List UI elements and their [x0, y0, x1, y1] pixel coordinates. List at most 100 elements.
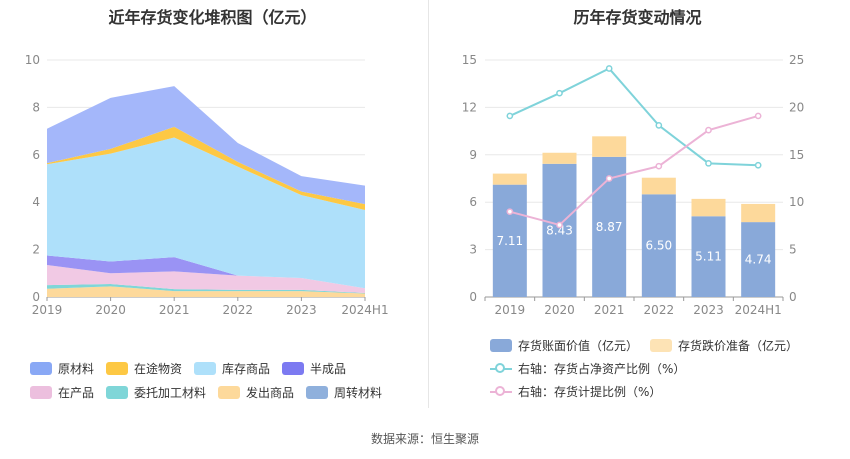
- y-left-tick-label: 6: [469, 195, 477, 209]
- legend-item-semi-finished[interactable]: 半成品: [282, 360, 346, 377]
- legend-item-net-asset-ratio[interactable]: 右轴：存货占净资产比例（%）: [490, 360, 685, 377]
- data-source: 数据来源：恒生聚源: [370, 432, 479, 446]
- bar-data-label: 8.43: [546, 223, 573, 237]
- y-right-tick-label: 20: [789, 100, 804, 114]
- bar-data-label: 6.50: [645, 239, 672, 253]
- legend-label: 存货跌价准备（亿元）: [678, 339, 799, 353]
- line-point: [655, 162, 663, 170]
- y-left-tick-label: 3: [469, 243, 477, 257]
- legend-label: 在途物资: [134, 362, 183, 376]
- legend-swatch: [218, 386, 240, 399]
- legend-item-book-value[interactable]: 存货账面价值（亿元）: [490, 337, 638, 354]
- area-series-在途物资: [47, 126, 365, 211]
- x-tick-label: 2023: [286, 303, 317, 317]
- legend-marker: [490, 362, 512, 376]
- legend-marker: [490, 385, 512, 399]
- legend-label: 周转材料: [334, 386, 383, 400]
- bar-impairment: [741, 203, 776, 223]
- x-tick-label: 2021: [594, 303, 625, 317]
- x-tick-label: 2019: [495, 303, 526, 317]
- legend-item-impairment[interactable]: 存货跌价准备（亿元）: [650, 337, 798, 354]
- legend-swatch: [106, 386, 128, 399]
- line-point: [605, 65, 613, 72]
- y-tick-label: 0: [32, 290, 40, 304]
- line-point: [705, 159, 712, 167]
- y-right-tick-label: 10: [789, 195, 804, 209]
- y-tick-label: 4: [32, 195, 40, 209]
- bar-data-label: 5.11: [695, 250, 722, 264]
- legend-label: 发出商品: [246, 386, 295, 400]
- legend-label: 存货账面价值（亿元）: [518, 339, 639, 353]
- legend-item-consigned-processing[interactable]: 委托加工材料: [106, 384, 206, 401]
- legend-label: 右轴：存货计提比例（%）: [518, 385, 662, 399]
- y-right-tick-label: 0: [789, 290, 797, 304]
- legend-item-raw-materials[interactable]: 原材料: [30, 360, 94, 377]
- x-tick-label: 2024H1: [341, 303, 388, 317]
- y-tick-label: 2: [32, 243, 40, 257]
- y-left-tick-label: 0: [469, 290, 477, 304]
- area-series-发出商品: [47, 286, 365, 297]
- y-tick-label: 8: [32, 100, 40, 114]
- x-tick-label: 2019: [32, 303, 63, 317]
- legend-swatch: [650, 339, 672, 352]
- legend-item-work-in-progress[interactable]: 在产品: [30, 384, 94, 401]
- line-point: [655, 122, 663, 129]
- legend-swatch: [106, 362, 128, 375]
- bar-impairment: [542, 152, 577, 164]
- y-left-tick-label: 12: [462, 100, 477, 114]
- bar-data-label: 4.74: [745, 253, 772, 267]
- x-tick-label: 2022: [223, 303, 254, 317]
- legend-swatch: [30, 386, 52, 399]
- y-right-tick-label: 25: [789, 53, 804, 67]
- x-tick-label: 2023: [693, 303, 724, 317]
- bar-data-label: 7.11: [496, 234, 523, 248]
- bar-book-value: [641, 194, 676, 297]
- bar-book-value: [492, 184, 527, 297]
- legend-label: 委托加工材料: [134, 386, 207, 400]
- line-point: [754, 161, 762, 169]
- legend-item-turnover-materials[interactable]: 周转材料: [306, 384, 382, 401]
- y-left-tick-label: 15: [462, 53, 477, 67]
- bar-book-value: [741, 222, 776, 297]
- area-series-在产品: [47, 265, 365, 293]
- bar-book-value: [542, 163, 577, 297]
- legend-swatch: [30, 362, 52, 375]
- area-series-半成品: [47, 255, 365, 289]
- bar-book-value: [691, 216, 726, 297]
- line-point: [605, 175, 613, 182]
- legend-swatch: [194, 362, 216, 375]
- legend-swatch: [306, 386, 328, 399]
- legend-item-provision-ratio[interactable]: 右轴：存货计提比例（%）: [490, 383, 661, 400]
- bar-data-label: 8.87: [596, 220, 623, 234]
- y-tick-label: 10: [25, 53, 40, 67]
- y-tick-label: 6: [32, 148, 40, 162]
- bar-impairment: [592, 136, 627, 157]
- y-left-tick-label: 9: [469, 148, 477, 162]
- legend-swatch: [282, 362, 304, 375]
- line-point: [556, 89, 563, 97]
- x-tick-label: 2022: [644, 303, 675, 317]
- y-right-tick-label: 15: [789, 148, 804, 162]
- legend-label: 半成品: [310, 362, 347, 376]
- legend-label: 原材料: [58, 362, 95, 376]
- area-series-原材料: [47, 86, 365, 205]
- x-tick-label: 2020: [95, 303, 126, 317]
- bar-impairment: [641, 177, 676, 195]
- right-chart-title: 历年存货变动情况: [573, 8, 702, 27]
- x-tick-label: 2024H1: [735, 303, 782, 317]
- line-series-右轴：存货计提比例（%）: [509, 114, 759, 227]
- legend-label: 右轴：存货占净资产比例（%）: [518, 362, 686, 376]
- legend-item-finished-goods[interactable]: 库存商品: [194, 360, 270, 377]
- bar-impairment: [691, 198, 726, 217]
- legend-item-in-transit[interactable]: 在途物资: [106, 360, 182, 377]
- legend-label: 在产品: [58, 386, 95, 400]
- y-right-tick-label: 5: [789, 243, 797, 257]
- line-point: [506, 208, 514, 216]
- legend-item-goods-shipped[interactable]: 发出商品: [218, 384, 294, 401]
- x-tick-label: 2020: [544, 303, 575, 317]
- legend-label: 库存商品: [222, 362, 271, 376]
- x-tick-label: 2021: [159, 303, 190, 317]
- area-series-库存商品: [47, 137, 365, 289]
- line-point: [556, 221, 563, 229]
